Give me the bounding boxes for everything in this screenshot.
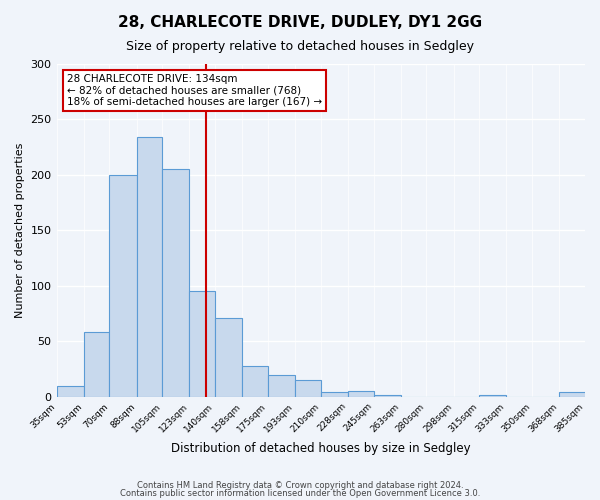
Text: 28 CHARLECOTE DRIVE: 134sqm
← 82% of detached houses are smaller (768)
18% of se: 28 CHARLECOTE DRIVE: 134sqm ← 82% of det… xyxy=(67,74,322,107)
Bar xyxy=(215,318,242,396)
Bar xyxy=(56,386,84,396)
Bar xyxy=(137,137,162,396)
Bar xyxy=(348,391,374,396)
Bar xyxy=(295,380,321,396)
Bar xyxy=(242,366,268,396)
Bar xyxy=(84,332,109,396)
Bar xyxy=(559,392,587,396)
Text: Size of property relative to detached houses in Sedgley: Size of property relative to detached ho… xyxy=(126,40,474,53)
X-axis label: Distribution of detached houses by size in Sedgley: Distribution of detached houses by size … xyxy=(171,442,470,455)
Text: Contains public sector information licensed under the Open Government Licence 3.: Contains public sector information licen… xyxy=(120,488,480,498)
Bar xyxy=(162,170,190,396)
Bar xyxy=(268,374,295,396)
Bar xyxy=(190,292,215,397)
Bar xyxy=(109,175,137,396)
Bar xyxy=(479,394,506,396)
Y-axis label: Number of detached properties: Number of detached properties xyxy=(15,142,25,318)
Text: Contains HM Land Registry data © Crown copyright and database right 2024.: Contains HM Land Registry data © Crown c… xyxy=(137,481,463,490)
Bar xyxy=(374,394,401,396)
Bar xyxy=(321,392,348,396)
Text: 28, CHARLECOTE DRIVE, DUDLEY, DY1 2GG: 28, CHARLECOTE DRIVE, DUDLEY, DY1 2GG xyxy=(118,15,482,30)
